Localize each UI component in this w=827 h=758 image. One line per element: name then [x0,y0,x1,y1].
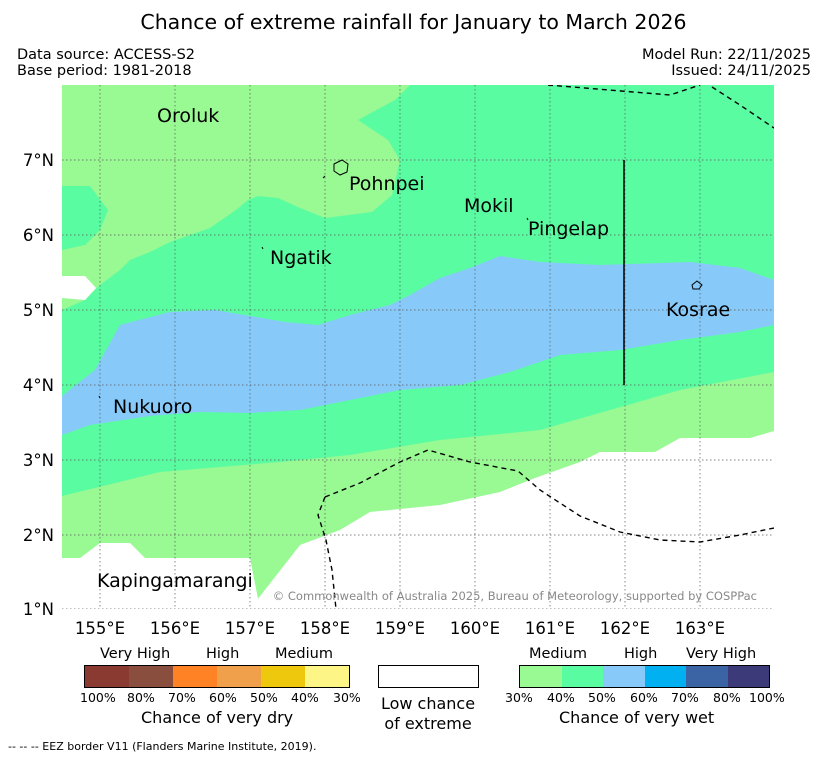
dry-swatch [173,666,217,687]
wet-category-medium: Medium [529,646,587,662]
wet-swatch [520,666,562,687]
wet-caption: Chance of very wet [559,708,715,727]
wet-swatch [603,666,645,687]
wet-pct: 50% [588,690,616,705]
low-chance-label-2: of extreme [384,714,472,733]
medium-wet-region-north [62,85,410,310]
lon-label: 156°E [150,619,200,638]
place-label: Pohnpei [349,173,425,195]
lat-label: 3°N [23,451,54,470]
wet-swatch [644,666,686,687]
dry-pct: 30% [333,690,361,705]
model-run: Model Run: 22/11/2025 [641,47,811,63]
high-wet-region-west [62,186,108,250]
dry-swatch [85,666,129,687]
wet-pct: 40% [547,690,575,705]
place-label: Kapingamarangi [97,570,253,592]
wet-pct: 60% [630,690,658,705]
lon-label: 162°E [600,619,650,638]
chart-title: Chance of extreme rainfall for January t… [140,10,687,34]
lat-label: 7°N [23,151,54,170]
eez-footnote: -- -- -- EEZ border V11 (Flanders Marine… [8,740,317,753]
low-chance-patch-west [62,276,96,300]
dry-pct: 60% [209,690,237,705]
dry-category-very-high: Very High [100,646,171,662]
low-chance-swatch [378,665,479,688]
dry-category-medium: Medium [275,646,333,662]
dry-pct: 80% [127,690,155,705]
dry-swatch [305,666,349,687]
island-dot [322,175,326,179]
issued-date: Issued: 24/11/2025 [671,63,811,79]
place-label: Kosrae [666,299,730,321]
lon-label: 158°E [300,619,350,638]
lat-label: 4°N [23,376,54,395]
lat-label: 1°N [23,600,54,619]
place-label: Nukuoro [113,396,192,418]
dry-pct: 100% [80,690,116,705]
dry-pct: 40% [291,690,319,705]
copyright-notice: © Commonwealth of Australia 2025, Bureau… [273,589,757,603]
data-source: Data source: ACCESS-S2 [17,47,196,63]
dry-category-high: High [206,646,240,662]
low-chance-region [250,431,774,609]
kosrae-island [691,280,703,290]
lon-label: 160°E [450,619,500,638]
lon-label: 155°E [75,619,125,638]
lon-label: 159°E [375,619,425,638]
very-high-wet-band [62,256,774,435]
lat-label: 2°N [23,526,54,545]
dry-caption: Chance of very dry [141,708,294,727]
wet-pct: 30% [505,690,533,705]
wet-category-very-high: Very High [686,646,757,662]
lon-label: 157°E [225,619,275,638]
low-chance-label-1: Low chance [380,694,476,713]
dry-pct: 50% [250,690,278,705]
pohnpei-island [333,159,349,176]
wet-category-high: High [624,646,658,662]
dry-swatch [217,666,261,687]
lat-label: 6°N [23,226,54,245]
place-label: Pingelap [528,218,609,240]
place-label: Ngatik [270,247,332,269]
eez-border [317,85,774,609]
dry-pct: 70% [168,690,196,705]
dry-colorbar [84,665,350,688]
lon-label: 163°E [675,619,725,638]
place-label: Oroluk [157,105,219,127]
lon-label: 161°E [525,619,575,638]
wet-swatch [686,666,728,687]
dry-swatch [261,666,305,687]
low-chance-region-sw [62,543,260,609]
wet-pct: 80% [713,690,741,705]
ngatik-dot [261,246,264,250]
wet-swatch [727,666,769,687]
wet-pct: 100% [749,690,785,705]
mokil-dot [526,217,529,221]
rainfall-map: Oroluk Pohnpei Mokil Pingelap Ngatik Kos… [23,85,774,638]
nukuoro-dot [98,395,101,399]
dry-swatch [129,666,173,687]
graticule [62,85,774,609]
wet-colorbar [519,665,770,688]
wet-pct: 70% [671,690,699,705]
base-period: Base period: 1981-2018 [17,63,192,79]
wet-swatch [561,666,603,687]
lat-label: 5°N [23,301,54,320]
place-label: Mokil [464,195,514,217]
